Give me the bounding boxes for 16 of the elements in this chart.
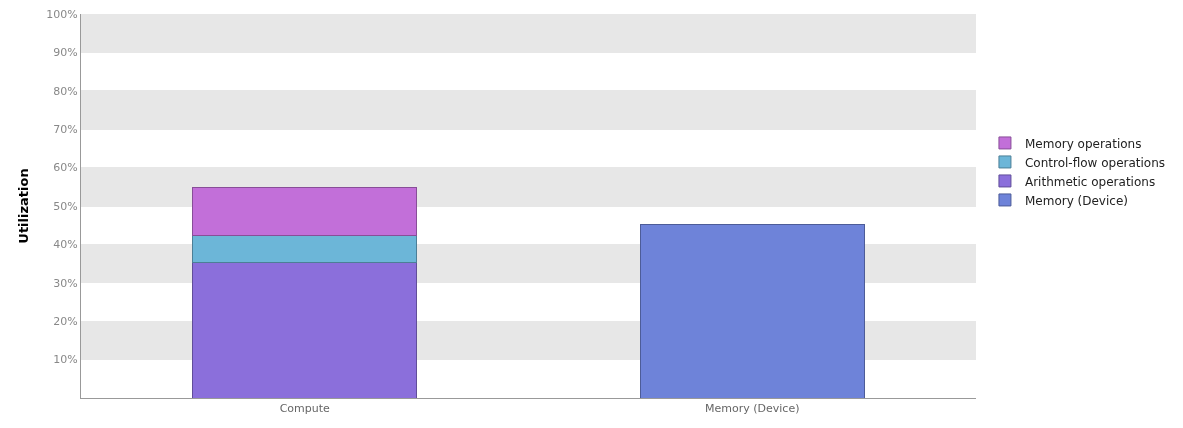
y-tick-label: 80% (53, 84, 78, 98)
legend-label: Memory operations (1024, 136, 1142, 151)
y-tick-label: 40% (53, 238, 78, 252)
legend-label: Control-flow operations (1024, 155, 1166, 170)
legend-label: Arithmetic operations (1024, 174, 1156, 189)
y-tick-label: 60% (53, 161, 78, 175)
y-tick-label: 10% (53, 353, 78, 367)
y-tick-label: 70% (53, 123, 78, 137)
y-tick-label: 50% (53, 199, 78, 213)
y-tick-label: 30% (53, 276, 78, 290)
y-tick-label: 20% (53, 315, 78, 329)
legend-label: Memory (Device) (1024, 193, 1128, 208)
y-tick-label: 100% (46, 7, 78, 21)
y-axis-title: Utilization (16, 168, 32, 244)
y-tick-label: 90% (53, 46, 78, 60)
x-tick-label: Compute (279, 402, 331, 416)
